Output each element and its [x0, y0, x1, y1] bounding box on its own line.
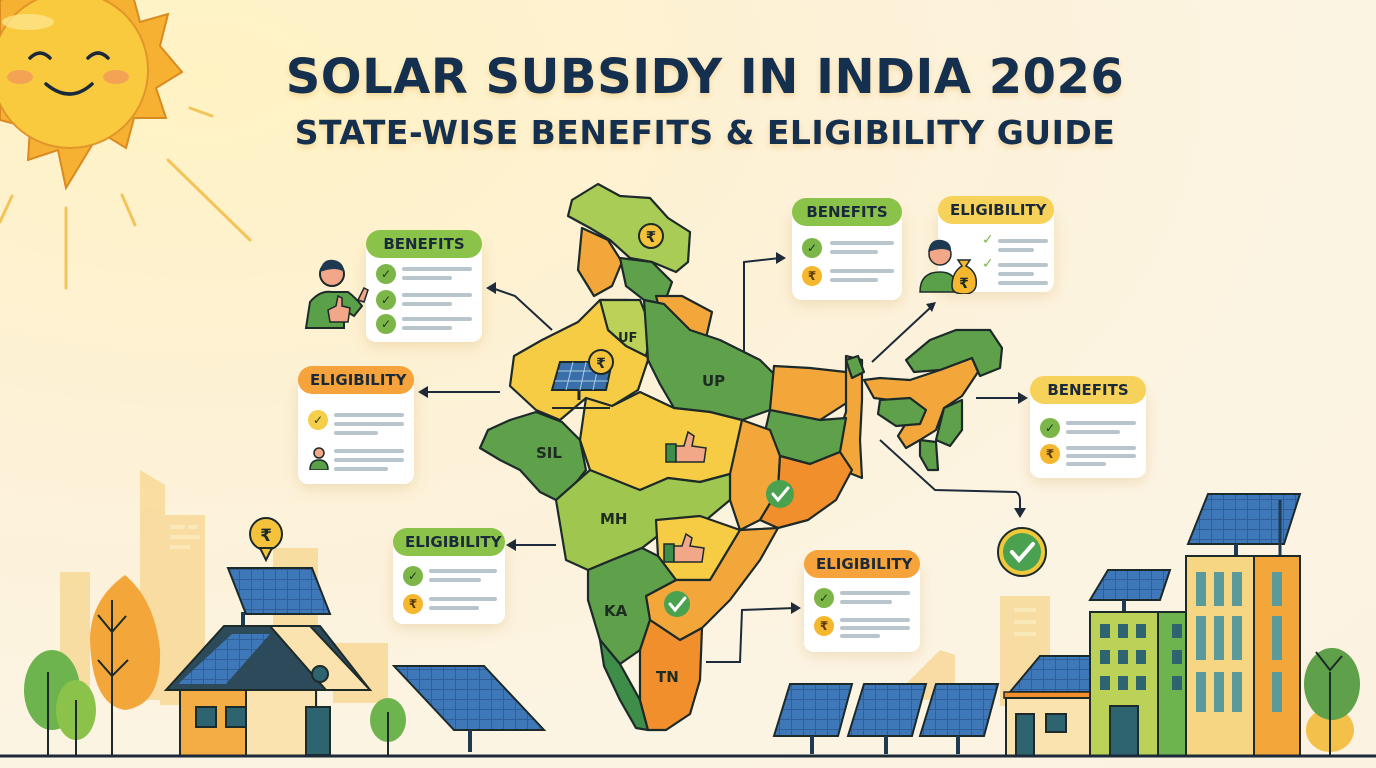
person-money-bag-icon: ₹ — [919, 239, 978, 294]
svg-text:₹: ₹ — [596, 356, 606, 372]
state-label-sil: SIL — [536, 444, 562, 462]
house-icon — [163, 625, 373, 757]
card-header: BENEFITS — [366, 230, 482, 258]
thumbs-up-icon — [665, 430, 707, 463]
eligibility-card-lower-right: ELIGIBILITY ✓ ₹ — [804, 550, 920, 652]
check-icon: ✓ — [376, 314, 396, 334]
check-circle-icon — [664, 591, 690, 617]
tree-icon — [1304, 648, 1360, 755]
svg-text:₹: ₹ — [646, 228, 656, 246]
eligibility-card-lower-left: ELIGIBILITY ✓ ₹ — [393, 528, 505, 624]
card-header: BENEFITS — [792, 198, 902, 226]
check-icon: ✓ — [814, 588, 834, 608]
person-thumbs-up-icon — [304, 259, 369, 329]
card-header: BENEFITS — [1030, 376, 1146, 404]
benefits-card-top-right: BENEFITS ✓ ₹ — [792, 198, 902, 300]
benefits-card-right: BENEFITS ✓ ₹ — [1030, 376, 1146, 478]
benefits-card-left: BENEFITS ✓ ✓ ✓ — [366, 230, 482, 342]
svg-text:₹: ₹ — [959, 276, 969, 292]
card-header: ELIGIBILITY — [393, 528, 505, 556]
svg-text:₹: ₹ — [260, 526, 272, 546]
state-label-up: UP — [702, 372, 725, 390]
eligibility-card-left: ELIGIBILITY ✓ — [298, 366, 414, 484]
rupee-icon: ₹ — [1040, 444, 1060, 464]
check-circle-icon — [766, 480, 794, 508]
rupee-coin-icon: ₹ — [638, 223, 664, 249]
check-icon: ✓ — [376, 264, 396, 284]
check-icon: ✓ — [802, 238, 822, 258]
check-icon: ✓ — [308, 410, 328, 430]
check-icon: ✓ — [982, 232, 994, 248]
title-line-2: STATE-WISE BENEFITS & ELIGIBILITY GUIDE — [294, 113, 1116, 152]
rupee-icon: ₹ — [814, 616, 834, 636]
tree-icon — [24, 575, 161, 755]
small-building-icon — [1003, 655, 1091, 757]
rupee-icon: ₹ — [403, 594, 423, 614]
office-building-icon — [1088, 569, 1197, 757]
approved-check-badge-icon — [997, 527, 1047, 577]
state-label-uf: UF — [618, 331, 637, 346]
solar-panel-row — [772, 683, 1000, 754]
rupee-icon: ₹ — [802, 266, 822, 286]
rupee-location-pin-icon: ₹ — [249, 517, 283, 563]
check-icon: ✓ — [982, 256, 994, 272]
check-icon: ✓ — [1040, 418, 1060, 438]
solar-panel-icon — [370, 665, 547, 755]
smiling-sun-icon — [0, 0, 184, 191]
tall-building-icon — [1185, 493, 1302, 757]
card-header: ELIGIBILITY — [804, 550, 920, 578]
title-line-1: SOLAR SUBSIDY IN INDIA 2026 — [285, 49, 1125, 105]
check-icon: ✓ — [403, 566, 423, 586]
person-icon — [309, 447, 329, 470]
state-label-mh: MH — [600, 510, 627, 528]
card-header: ELIGIBILITY — [938, 196, 1054, 224]
solar-panel-icon — [226, 567, 332, 632]
state-jk — [566, 182, 692, 274]
solar-panel-map-icon: ₹ — [550, 349, 614, 409]
state-label-ka: KA — [604, 602, 628, 620]
check-icon: ✓ — [376, 290, 396, 310]
thumbs-up-icon — [663, 532, 705, 563]
state-label-tn: TN — [656, 668, 679, 686]
card-header: ELIGIBILITY — [298, 366, 414, 394]
page-title: SOLAR SUBSIDY IN INDIA 2026 STATE-WISE B… — [200, 48, 1210, 156]
